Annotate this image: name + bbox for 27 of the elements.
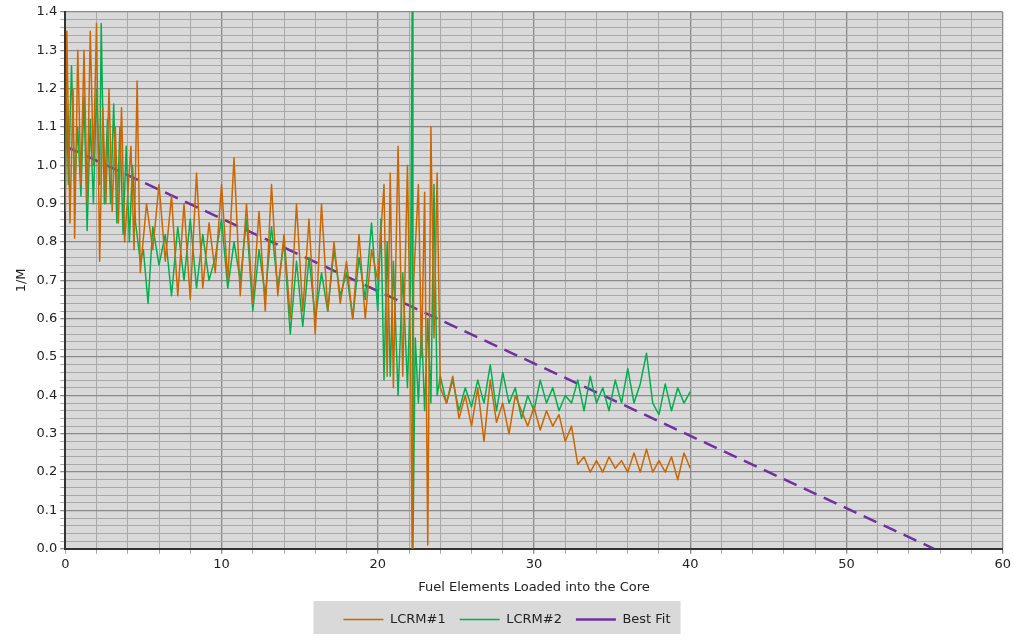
x-tick-label: 30	[525, 555, 543, 571]
y-tick-label: 1.1	[36, 118, 58, 134]
legend-label: LCRM#2	[506, 610, 562, 626]
y-tick-label: 0.8	[36, 233, 58, 249]
x-tick-label: 40	[681, 555, 699, 571]
x-tick-label: 20	[369, 555, 387, 571]
y-tick-label: 0.3	[36, 425, 58, 441]
y-tick-label: 0.6	[36, 310, 58, 326]
y-axis-title: 1/M	[13, 268, 29, 293]
legend-label: Best Fit	[622, 610, 671, 626]
y-tick-label: 0.2	[36, 463, 58, 479]
y-tick-label: 1.2	[36, 80, 58, 96]
y-tick-label: 0.5	[36, 348, 58, 364]
y-tick-label: 0.1	[36, 501, 58, 517]
y-tick-label: 0.7	[36, 271, 58, 287]
x-tick-label: 0	[61, 555, 70, 571]
y-tick-label: 1.3	[36, 41, 58, 57]
x-tick-label: 50	[838, 555, 855, 571]
y-tick-label: 1.0	[36, 156, 58, 172]
y-tick-label: 0.9	[36, 195, 58, 211]
x-tick-label: 10	[213, 555, 230, 571]
x-axis-title: Fuel Elements Loaded into the Core	[418, 578, 650, 594]
y-tick-label: 1.4	[36, 3, 58, 19]
legend-label: LCRM#1	[389, 610, 446, 626]
y-tick-label: 0.0	[36, 540, 58, 556]
y-tick-label: 0.4	[36, 386, 58, 402]
x-tick-label: 60	[994, 555, 1011, 571]
